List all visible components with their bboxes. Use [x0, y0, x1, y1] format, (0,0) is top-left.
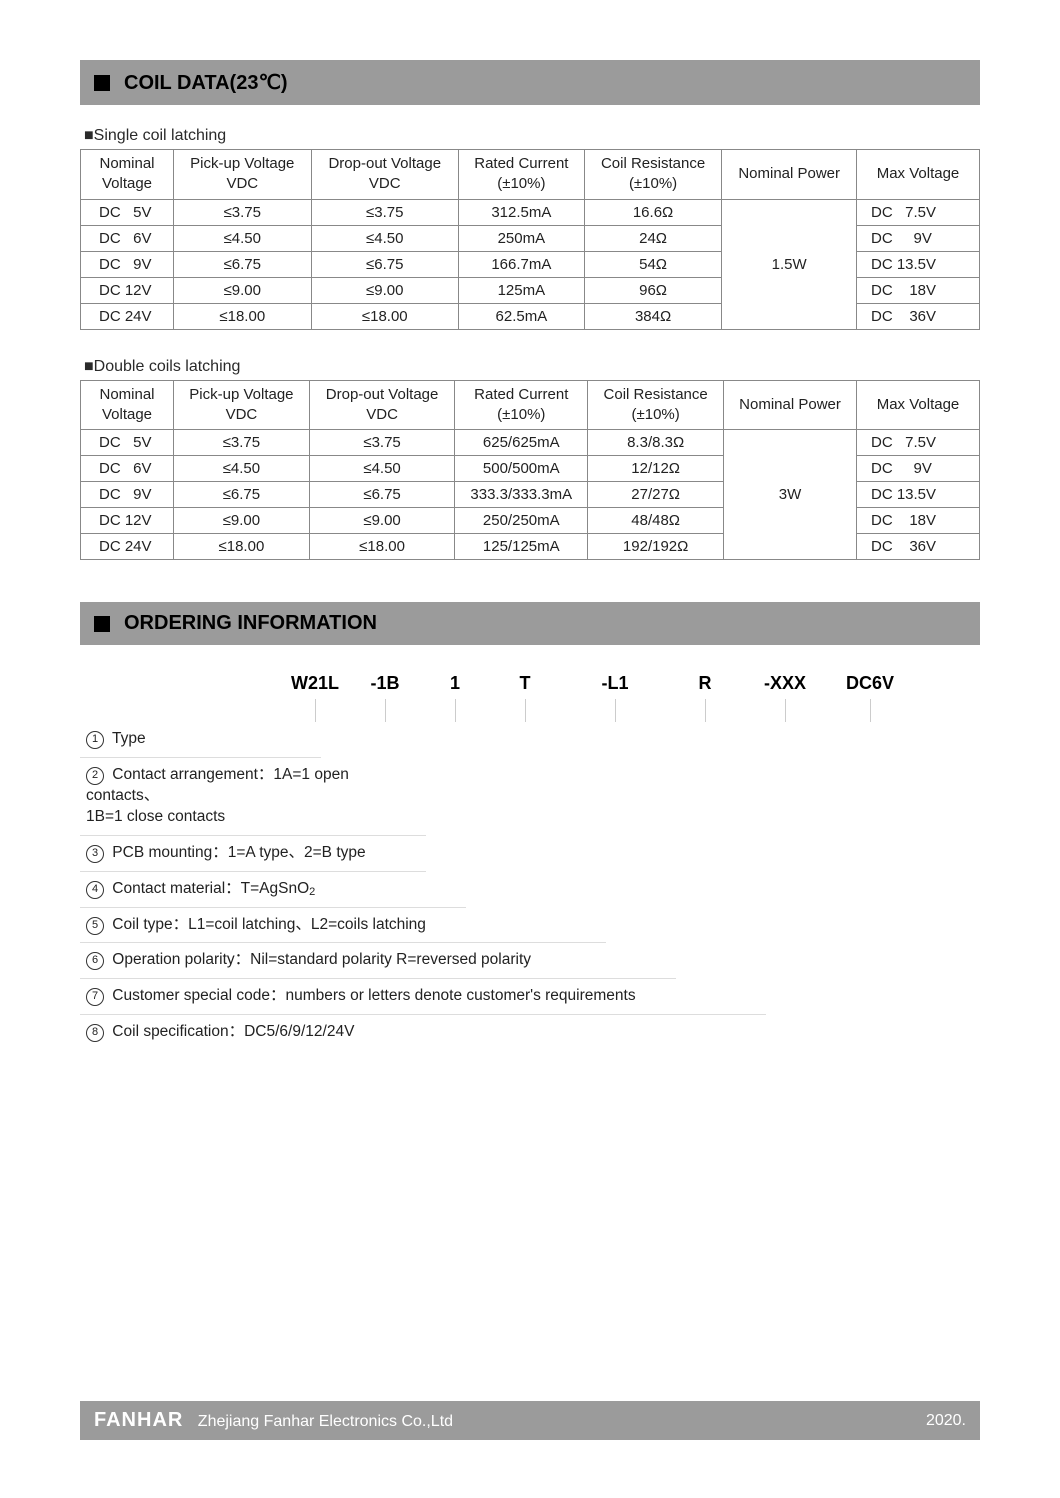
footer-year: 2020.	[926, 1412, 966, 1430]
order-label-row: 2 Contact arrangement：1A=1 open contacts…	[80, 758, 426, 836]
order-label-row: 6 Operation polarity：Nil=standard polari…	[80, 943, 676, 979]
order-label-row: 5 Coil type：L1=coil latching、L2=coils la…	[80, 908, 606, 944]
order-code: 1	[420, 667, 490, 722]
ordering-header: ORDERING INFORMATION	[80, 602, 980, 645]
order-label-row: 7 Customer special code：numbers or lette…	[80, 979, 766, 1015]
order-code: -L1	[560, 667, 670, 722]
table-row: DC 5V≤3.75≤3.75625/625mA8.3/8.3Ω3WDC 7.5…	[81, 430, 980, 456]
order-code: -1B	[350, 667, 420, 722]
table1-caption: ■Single coil latching	[84, 127, 980, 145]
page-footer: FANHAR Zhejiang Fanhar Electronics Co.,L…	[80, 1401, 980, 1440]
square-icon	[94, 75, 110, 91]
order-label-row: 4 Contact material：T=AgSnO2	[80, 872, 466, 908]
order-label-row: 8 Coil specification：DC5/6/9/12/24V	[80, 1015, 986, 1050]
order-label-row: 3 PCB mounting：1=A type、2=B type	[80, 836, 426, 872]
table2-caption: ■Double coils latching	[84, 358, 980, 376]
single-coil-table: NominalVoltagePick-up VoltageVDCDrop-out…	[80, 149, 980, 330]
square-icon	[94, 616, 110, 632]
section-title: ORDERING INFORMATION	[124, 612, 377, 635]
order-code: W21L	[280, 667, 350, 722]
brand-logo: FANHAR	[94, 1409, 183, 1431]
order-code: R	[670, 667, 740, 722]
order-codes-row: W21L-1B1T-L1R-XXXDC6V	[280, 667, 980, 722]
table-row: DC 5V≤3.75≤3.75312.5mA16.6Ω1.5WDC 7.5V	[81, 199, 980, 225]
double-coil-table: NominalVoltagePick-up VoltageVDCDrop-out…	[80, 380, 980, 561]
order-code: DC6V	[830, 667, 910, 722]
coil-data-header: COIL DATA(23℃)	[80, 60, 980, 105]
section-title: COIL DATA(23℃)	[124, 70, 288, 95]
order-code: -XXX	[740, 667, 830, 722]
order-labels: 1 Type2 Contact arrangement：1A=1 open co…	[80, 722, 980, 1050]
order-label-row: 1 Type	[80, 722, 321, 758]
order-code: T	[490, 667, 560, 722]
company-name: Zhejiang Fanhar Electronics Co.,Ltd	[198, 1413, 453, 1430]
